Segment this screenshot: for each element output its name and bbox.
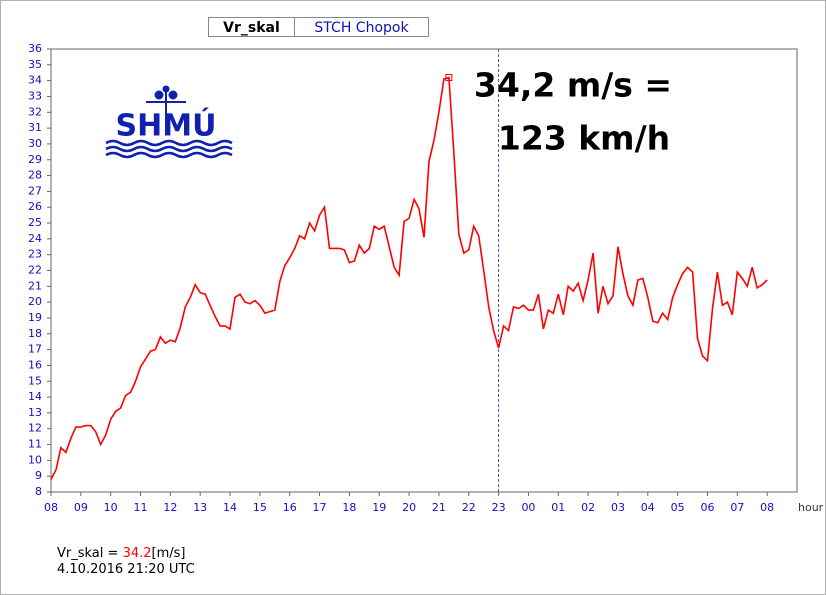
x-tick-label: 05 <box>671 501 685 514</box>
y-tick-label: 9 <box>35 469 42 482</box>
y-tick-label: 11 <box>28 438 42 451</box>
x-tick-label: 12 <box>163 501 177 514</box>
readout-unit: [m/s] <box>151 546 186 561</box>
tab[interactable]: Vr_skal <box>208 17 295 37</box>
y-tick-label: 16 <box>28 358 42 371</box>
y-tick-label: 17 <box>28 343 42 356</box>
x-tick-label: 22 <box>462 501 476 514</box>
y-tick-label: 8 <box>35 485 42 498</box>
y-tick-label: 14 <box>28 390 42 403</box>
y-tick-label: 19 <box>28 311 42 324</box>
annotation: 123 km/h <box>498 119 670 158</box>
y-tick-label: 32 <box>28 105 42 118</box>
y-tick-label: 25 <box>28 216 42 229</box>
y-tick-label: 23 <box>28 248 42 261</box>
y-tick-label: 29 <box>28 153 42 166</box>
x-tick-label: 07 <box>730 501 744 514</box>
timestamp: 4.10.2016 21:20 UTC <box>57 562 195 577</box>
x-tick-label: 15 <box>253 501 267 514</box>
x-tick-label: 23 <box>492 501 506 514</box>
x-tick-label: 18 <box>342 501 356 514</box>
data-line <box>50 76 768 480</box>
readout-label: Vr_skal = <box>57 546 119 561</box>
y-tick-label: 34 <box>28 74 42 87</box>
y-tick-label: 35 <box>28 58 42 71</box>
x-tick-label: 00 <box>521 501 535 514</box>
x-tick-label: 13 <box>193 501 207 514</box>
x-tick-label: 20 <box>402 501 416 514</box>
x-tick-label: 06 <box>700 501 714 514</box>
y-tick-label: 26 <box>28 200 42 213</box>
y-tick-label: 27 <box>28 184 42 197</box>
y-tick-label: 24 <box>28 232 42 245</box>
logo: SHMÚ <box>105 85 233 159</box>
y-tick-label: 10 <box>28 453 42 466</box>
y-tick-label: 28 <box>28 169 42 182</box>
y-tick-label: 30 <box>28 137 42 150</box>
x-tick-label: 17 <box>313 501 327 514</box>
x-tick-label: 02 <box>581 501 595 514</box>
x-tick-label: 14 <box>223 501 237 514</box>
x-tick-label: 11 <box>134 501 148 514</box>
highlight-marker <box>445 73 453 81</box>
y-tick-label: 20 <box>28 295 42 308</box>
x-tick-label: 19 <box>372 501 386 514</box>
tab[interactable]: STCH Chopok <box>294 17 429 37</box>
x-tick-label: 08 <box>44 501 58 514</box>
x-axis-unit: hour <box>798 501 824 514</box>
x-tick-label: 08 <box>760 501 774 514</box>
x-tick-label: 21 <box>432 501 446 514</box>
y-tick-label: 18 <box>28 327 42 340</box>
readout: Vr_skal = 34.2[m/s] <box>57 546 185 561</box>
y-tick-label: 33 <box>28 89 42 102</box>
y-tick-label: 36 <box>28 42 42 55</box>
x-tick-label: 09 <box>74 501 88 514</box>
x-tick-label: 01 <box>551 501 565 514</box>
y-tick-label: 12 <box>28 422 42 435</box>
y-tick-label: 15 <box>28 374 42 387</box>
y-tick-label: 22 <box>28 264 42 277</box>
annotation: 34,2 m/s = <box>474 66 672 105</box>
y-tick-label: 31 <box>28 121 42 134</box>
x-tick-label: 10 <box>104 501 118 514</box>
chart: SHMÚ 34,2 m/s = 123 km/h hour 8 9 10 11 12 13… <box>28 42 824 514</box>
x-tick-label: 04 <box>641 501 655 514</box>
x-tick-label: 03 <box>611 501 625 514</box>
logo-text: SHMÚ <box>116 107 217 144</box>
x-tick-label: 16 <box>283 501 297 514</box>
readout-value: 34.2 <box>122 546 152 561</box>
y-tick-label: 21 <box>28 279 42 292</box>
y-tick-label: 13 <box>28 406 42 419</box>
